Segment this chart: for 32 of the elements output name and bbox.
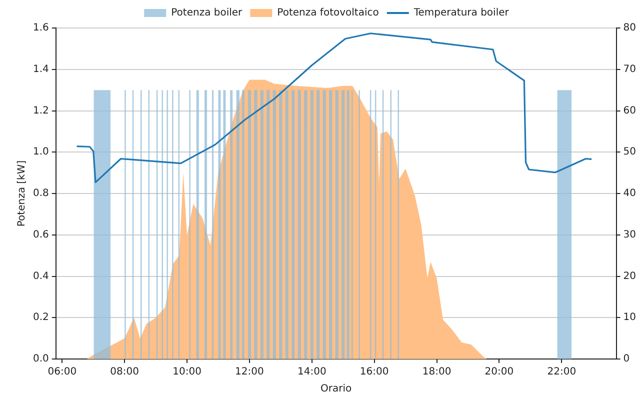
y2-tick-label: 50 (623, 146, 636, 158)
legend-label: Temperatura boiler (412, 8, 510, 19)
x-axis-title: Orario (320, 384, 352, 395)
y-tick-label: 0.8 (32, 188, 49, 200)
x-tick-label: 12:00 (235, 366, 264, 378)
legend-label: Potenza fotovoltaico (277, 8, 379, 19)
y-tick-label: 1.2 (32, 105, 49, 116)
x-tick-label: 14:00 (297, 366, 326, 378)
y2-tick-label: 0 (623, 354, 630, 365)
y-axis-title: Potenza [kW] (16, 160, 28, 227)
x-tick-label: 18:00 (422, 366, 452, 378)
x-tick-label: 20:00 (484, 366, 514, 378)
y-tick-label: 0.6 (32, 229, 49, 240)
y2-tick-label: 20 (623, 270, 636, 282)
y2-tick-label: 80 (623, 22, 636, 34)
y2-tick-label: 10 (623, 312, 636, 324)
y-tick-label: 0.2 (32, 312, 49, 324)
y-tick-label: 1.0 (32, 146, 49, 158)
x-tick-label: 06:00 (48, 366, 77, 378)
x-tick-label: 08:00 (110, 366, 139, 378)
y2-tick-label: 70 (623, 64, 636, 75)
y-tick-label: 1.6 (32, 22, 49, 34)
y-tick-label: 0.0 (32, 354, 49, 365)
y2-tick-label: 40 (623, 188, 636, 200)
y-tick-label: 0.4 (32, 270, 49, 282)
y-tick-label: 1.4 (32, 64, 49, 75)
x-tick-label: 10:00 (172, 366, 202, 378)
legend-label: Potenza boiler (171, 8, 244, 19)
x-tick-label: 22:00 (547, 366, 576, 378)
y2-tick-label: 60 (623, 105, 636, 116)
x-tick-label: 16:00 (360, 366, 389, 378)
y2-tick-label: 30 (623, 229, 636, 240)
